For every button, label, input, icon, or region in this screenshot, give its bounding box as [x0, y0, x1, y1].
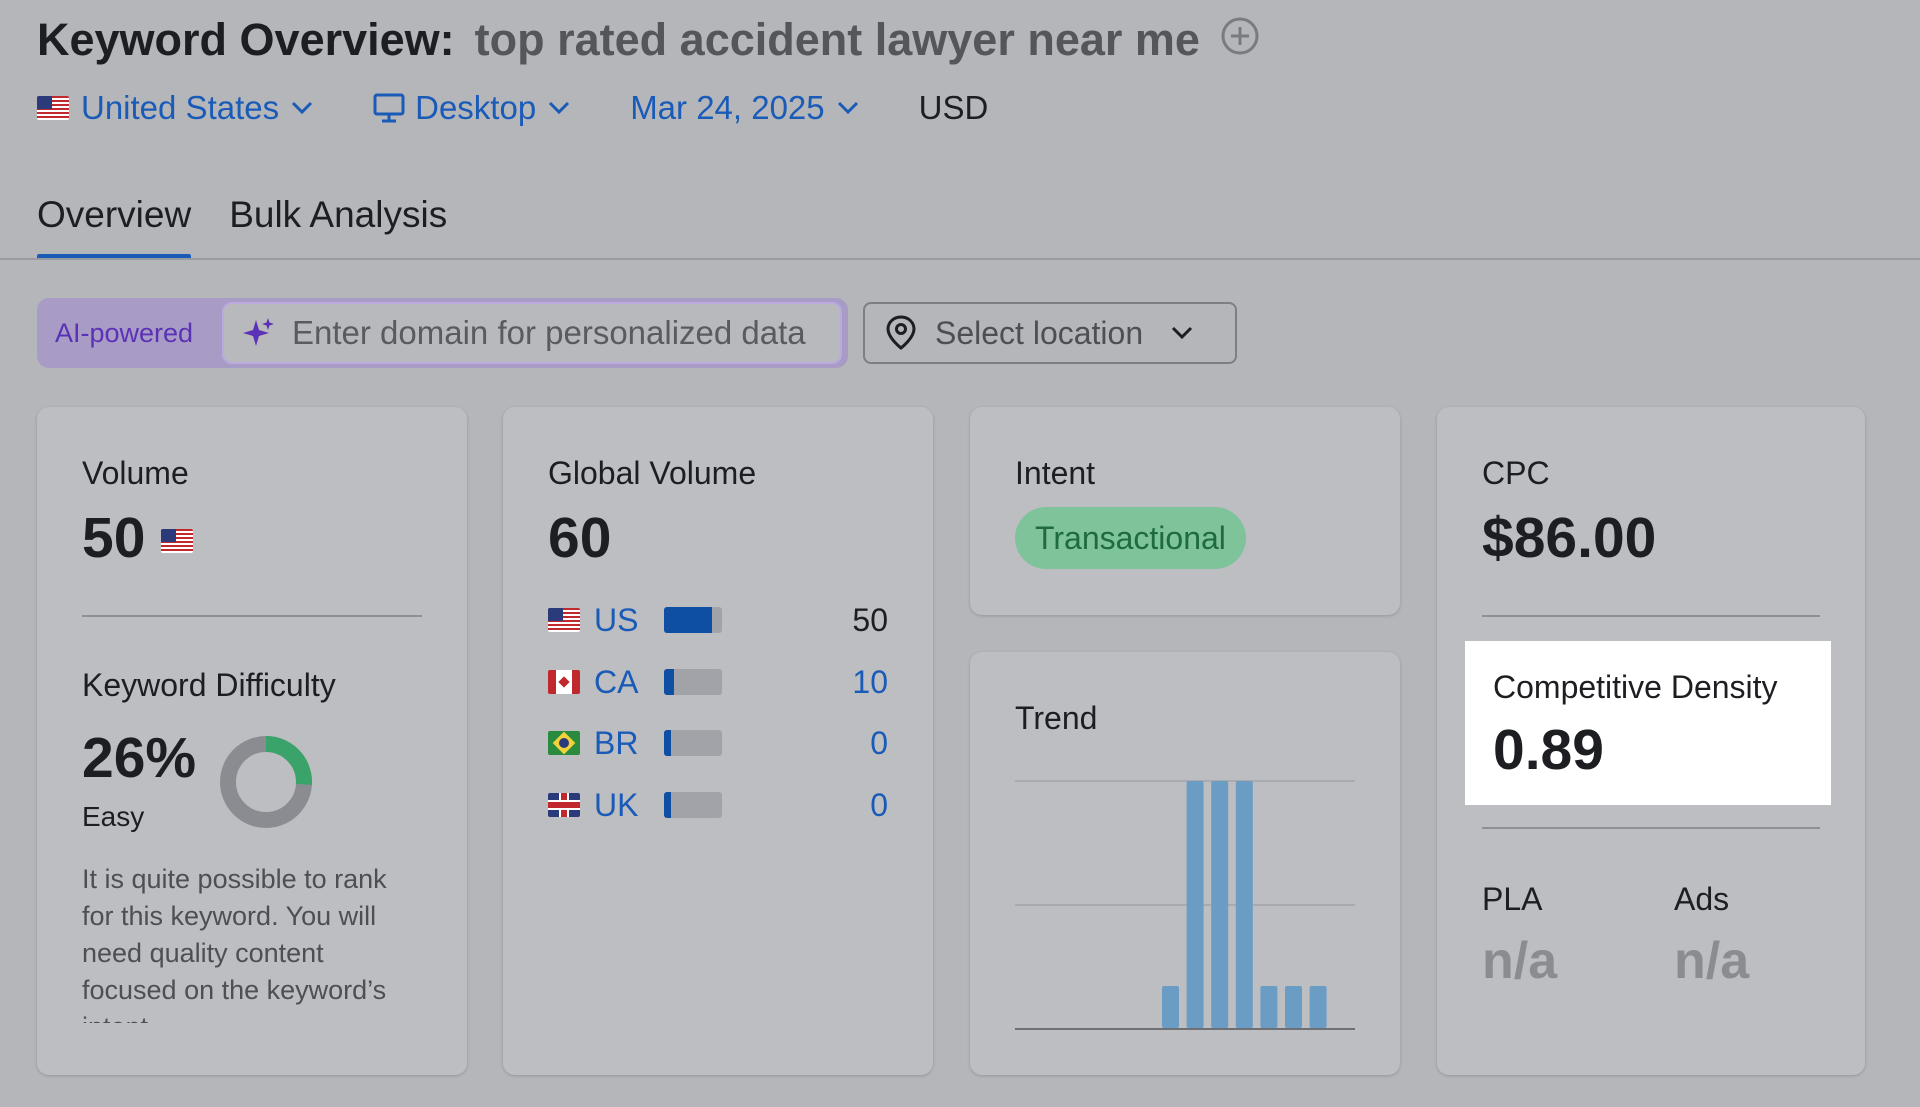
- intent-label: Intent: [1015, 455, 1096, 491]
- competitive-density-panel: Competitive Density 0.89: [1465, 641, 1831, 805]
- us-flag-icon: [161, 529, 194, 553]
- competitive-density-value: 0.89: [1493, 718, 1604, 782]
- trend-label: Trend: [1015, 700, 1098, 736]
- ai-domain-input-group: AI-powered: [37, 298, 848, 368]
- competitive-density-label: Competitive Density: [1493, 669, 1778, 705]
- global-volume-value: 60: [548, 506, 612, 570]
- divider: [82, 615, 422, 617]
- pla-value: n/a: [1482, 932, 1558, 990]
- trend-bar[interactable]: [1260, 986, 1278, 1028]
- device-selector[interactable]: Desktop: [373, 89, 570, 127]
- country-row-ca: CA 10: [548, 662, 888, 702]
- country-selector[interactable]: United States: [37, 89, 313, 127]
- page-title: Keyword Overview:: [37, 14, 455, 65]
- ca-flag-icon: [548, 670, 580, 694]
- share-bar: [664, 669, 722, 695]
- keyword-difficulty-label: Keyword Difficulty: [82, 667, 336, 703]
- page-title-row: Keyword Overview: top rated accident law…: [37, 10, 1260, 70]
- intent-badge[interactable]: Transactional: [1015, 507, 1246, 569]
- trend-bar[interactable]: [1285, 986, 1302, 1028]
- country-label: United States: [81, 89, 280, 126]
- domain-input[interactable]: [292, 314, 832, 352]
- country-row-uk: UK 0: [548, 785, 888, 825]
- trend-bar[interactable]: [1162, 986, 1179, 1028]
- trend-card: Trend: [970, 652, 1400, 1075]
- cpc-label: CPC: [1482, 455, 1550, 491]
- country-row-us: US 50: [548, 600, 888, 640]
- country-volume[interactable]: 10: [852, 663, 888, 700]
- keyword-title: top rated accident lawyer near me: [474, 14, 1200, 65]
- chevron-down-icon: [549, 101, 570, 115]
- share-bar: [664, 730, 722, 756]
- country-volume[interactable]: 0: [870, 724, 888, 761]
- trend-bar[interactable]: [1211, 781, 1229, 1028]
- ads-value: n/a: [1674, 932, 1750, 990]
- device-label: Desktop: [415, 89, 537, 126]
- us-flag-icon: [37, 96, 69, 120]
- trend-bars: [1162, 781, 1327, 1028]
- country-volume: 50: [852, 601, 888, 638]
- br-flag-icon: [548, 731, 580, 755]
- trend-bar[interactable]: [1186, 781, 1204, 1028]
- volume-label: Volume: [82, 455, 189, 491]
- chevron-down-icon: [292, 101, 313, 115]
- currency-label: USD: [918, 89, 989, 126]
- keyword-difficulty-level: Easy: [82, 801, 145, 832]
- keyword-difficulty-description: It is quite possible to rank for this ke…: [82, 864, 387, 1023]
- date-label: Mar 24, 2025: [630, 89, 825, 126]
- cpc-value: $86.00: [1482, 506, 1657, 570]
- us-flag-icon: [548, 608, 580, 632]
- chevron-down-icon: [837, 101, 858, 115]
- filter-bar: United States Desktop Mar 24, 2025 USD: [37, 84, 988, 132]
- intent-card: Intent Transactional: [970, 407, 1400, 615]
- keyword-difficulty-donut: [220, 736, 312, 828]
- ai-powered-badge: AI-powered: [55, 317, 194, 348]
- volume-card: Volume 50 Keyword Difficulty 26% Easy It…: [37, 407, 467, 1075]
- tab-overview[interactable]: Overview: [37, 186, 192, 260]
- sparkle-icon: [243, 318, 274, 346]
- pla-label: PLA: [1482, 881, 1543, 917]
- trend-bar[interactable]: [1235, 781, 1253, 1028]
- location-placeholder: Select location: [935, 314, 1144, 351]
- divider: [1482, 615, 1820, 617]
- country-code[interactable]: BR: [594, 724, 639, 761]
- uk-flag-icon: [548, 793, 580, 817]
- global-volume-label: Global Volume: [548, 455, 757, 491]
- tab-bulk-analysis[interactable]: Bulk Analysis: [229, 194, 448, 235]
- share-bar: [664, 792, 722, 818]
- share-bar-fill: [664, 607, 713, 633]
- share-bar-fill: [664, 792, 671, 818]
- keyword-difficulty-arc: [220, 736, 312, 828]
- volume-value: 50: [82, 506, 146, 570]
- country-row-br: BR 0: [548, 723, 888, 763]
- cpc-card: CPC $86.00 Competitive Density 0.89 PLA …: [1437, 407, 1865, 1075]
- share-bar-fill: [664, 730, 671, 756]
- keyword-difficulty-value: 26%: [82, 726, 197, 790]
- country-code[interactable]: CA: [594, 663, 639, 700]
- domain-input-box[interactable]: [222, 302, 842, 364]
- ads-label: Ads: [1674, 881, 1730, 917]
- trend-bar[interactable]: [1309, 986, 1327, 1028]
- location-select[interactable]: Select location: [863, 302, 1237, 364]
- desktop-icon: [373, 93, 405, 123]
- tabs-divider: [0, 258, 1920, 260]
- country-code[interactable]: US: [594, 601, 639, 638]
- location-pin-icon: [886, 315, 916, 350]
- chevron-down-icon: [1172, 326, 1193, 340]
- global-volume-card: Global Volume 60 US 50 CA 10 BR 0 UK 0: [503, 407, 933, 1075]
- plus-circle-icon[interactable]: [1220, 16, 1260, 56]
- share-bar-fill: [664, 669, 674, 695]
- tab-bar: Overview Bulk Analysis: [37, 186, 485, 260]
- country-volume[interactable]: 0: [870, 786, 888, 823]
- date-selector[interactable]: Mar 24, 2025: [630, 89, 858, 127]
- divider: [1482, 827, 1820, 829]
- trend-chart: [1015, 780, 1355, 1030]
- share-bar: [664, 607, 722, 633]
- country-code[interactable]: UK: [594, 786, 639, 823]
